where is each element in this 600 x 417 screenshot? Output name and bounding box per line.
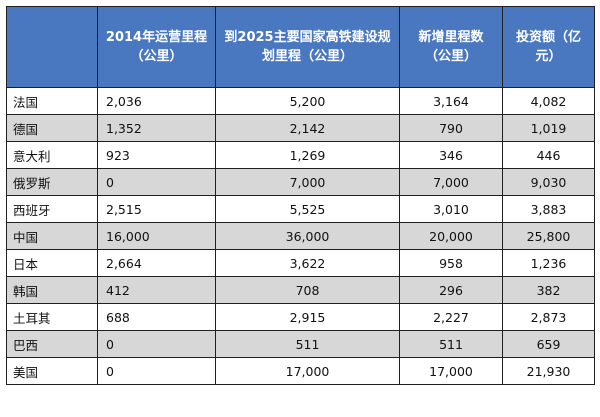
country-cell: 中国 (6, 222, 98, 250)
investment-cell: 446 (502, 141, 595, 169)
km-2014-cell: 2,515 (97, 195, 216, 223)
km-2014-cell: 0 (97, 330, 216, 358)
country-cell: 韩国 (6, 276, 98, 304)
header-investment: 投资额（亿元） (502, 6, 595, 88)
country-cell: 俄罗斯 (6, 168, 98, 196)
table-row: 巴西 0 511 511 659 (6, 330, 595, 358)
investment-cell: 382 (502, 276, 595, 304)
km-2025-cell: 17,000 (215, 357, 400, 385)
country-cell: 法国 (6, 87, 98, 115)
investment-cell: 3,883 (502, 195, 595, 223)
table-row: 德国 1,352 2,142 790 1,019 (6, 114, 595, 142)
country-cell: 意大利 (6, 141, 98, 169)
investment-cell: 21,930 (502, 357, 595, 385)
km-2025-cell: 2,915 (215, 303, 400, 331)
table-row: 俄罗斯 0 7,000 7,000 9,030 (6, 168, 595, 196)
table-row: 美国 0 17,000 17,000 21,930 (6, 357, 595, 385)
km-2025-cell: 5,200 (215, 87, 400, 115)
investment-cell: 4,082 (502, 87, 595, 115)
new-km-cell: 346 (399, 141, 503, 169)
table-row: 土耳其 688 2,915 2,227 2,873 (6, 303, 595, 331)
km-2025-cell: 3,622 (215, 249, 400, 277)
km-2014-cell: 2,036 (97, 87, 216, 115)
high-speed-rail-table: 2014年运营里程（公里） 到2025主要国家高铁建设规划里程（公里） 新增里程… (6, 6, 595, 385)
new-km-cell: 7,000 (399, 168, 503, 196)
table-row: 意大利 923 1,269 346 446 (6, 141, 595, 169)
table-row: 日本 2,664 3,622 958 1,236 (6, 249, 595, 277)
km-2014-cell: 16,000 (97, 222, 216, 250)
country-cell: 日本 (6, 249, 98, 277)
new-km-cell: 958 (399, 249, 503, 277)
investment-cell: 1,019 (502, 114, 595, 142)
new-km-cell: 17,000 (399, 357, 503, 385)
km-2025-cell: 36,000 (215, 222, 400, 250)
new-km-cell: 20,000 (399, 222, 503, 250)
km-2014-cell: 412 (97, 276, 216, 304)
km-2014-cell: 0 (97, 168, 216, 196)
km-2025-cell: 1,269 (215, 141, 400, 169)
km-2014-cell: 1,352 (97, 114, 216, 142)
km-2025-cell: 7,000 (215, 168, 400, 196)
country-cell: 土耳其 (6, 303, 98, 331)
table-row: 中国 16,000 36,000 20,000 25,800 (6, 222, 595, 250)
country-cell: 西班牙 (6, 195, 98, 223)
new-km-cell: 790 (399, 114, 503, 142)
header-new-km: 新增里程数（公里） (399, 6, 503, 88)
investment-cell: 9,030 (502, 168, 595, 196)
country-cell: 德国 (6, 114, 98, 142)
investment-cell: 25,800 (502, 222, 595, 250)
new-km-cell: 296 (399, 276, 503, 304)
investment-cell: 1,236 (502, 249, 595, 277)
country-cell: 美国 (6, 357, 98, 385)
km-2014-cell: 923 (97, 141, 216, 169)
header-2014-km: 2014年运营里程（公里） (97, 6, 216, 88)
header-row: 2014年运营里程（公里） 到2025主要国家高铁建设规划里程（公里） 新增里程… (6, 6, 595, 88)
country-cell: 巴西 (6, 330, 98, 358)
table-row: 韩国 412 708 296 382 (6, 276, 595, 304)
table-row: 西班牙 2,515 5,525 3,010 3,883 (6, 195, 595, 223)
new-km-cell: 511 (399, 330, 503, 358)
km-2014-cell: 0 (97, 357, 216, 385)
km-2014-cell: 2,664 (97, 249, 216, 277)
km-2014-cell: 688 (97, 303, 216, 331)
table-body: 法国 2,036 5,200 3,164 4,082 德国 1,352 2,142 790 1,0… (6, 87, 595, 385)
investment-cell: 2,873 (502, 303, 595, 331)
km-2025-cell: 708 (215, 276, 400, 304)
new-km-cell: 2,227 (399, 303, 503, 331)
header-2025-planned-km: 到2025主要国家高铁建设规划里程（公里） (215, 6, 400, 88)
km-2025-cell: 5,525 (215, 195, 400, 223)
km-2025-cell: 511 (215, 330, 400, 358)
new-km-cell: 3,010 (399, 195, 503, 223)
km-2025-cell: 2,142 (215, 114, 400, 142)
table-row: 法国 2,036 5,200 3,164 4,082 (6, 87, 595, 115)
header-country (6, 6, 98, 88)
new-km-cell: 3,164 (399, 87, 503, 115)
investment-cell: 659 (502, 330, 595, 358)
